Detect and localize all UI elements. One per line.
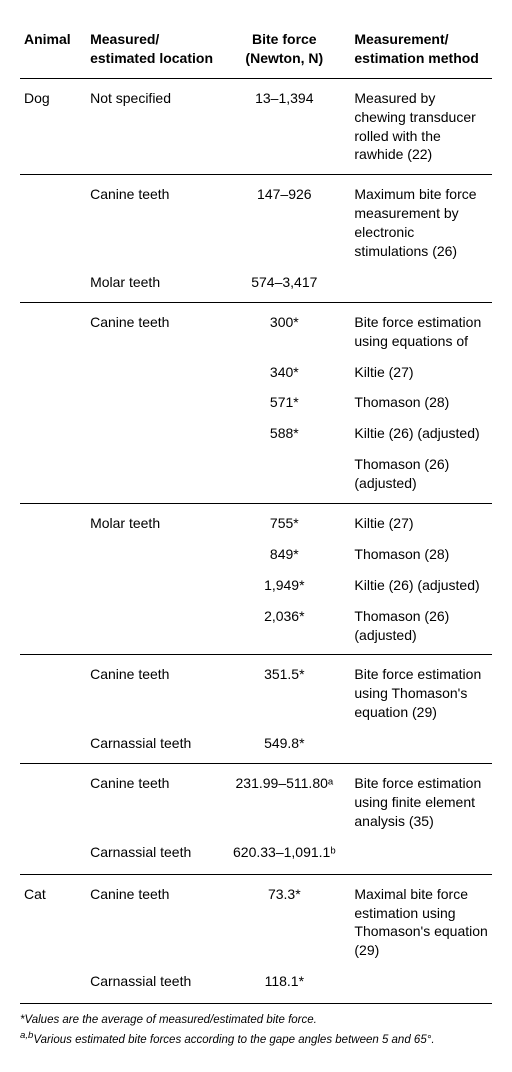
bite-force-table: Animal Measured/ estimated location Bite… xyxy=(20,24,492,1004)
cell-location: Carnassial teeth xyxy=(86,966,218,1003)
table-row: 2,036*Thomason (26) (adjusted) xyxy=(20,601,492,655)
cell-location: Molar teeth xyxy=(86,504,218,539)
cell-animal xyxy=(20,966,86,1003)
cell-method: Thomason (28) xyxy=(350,387,492,418)
cell-force: 571* xyxy=(218,387,350,418)
cell-animal xyxy=(20,418,86,449)
table-row: 571*Thomason (28) xyxy=(20,387,492,418)
cell-animal xyxy=(20,728,86,763)
cell-animal xyxy=(20,302,86,356)
table-row: Canine teeth231.99–511.80ᵃBite force est… xyxy=(20,764,492,837)
table-row: Molar teeth755*Kiltie (27) xyxy=(20,504,492,539)
col-animal: Animal xyxy=(20,24,86,78)
cell-method: Measured by chewing transducer rolled wi… xyxy=(350,78,492,175)
cell-force: 13–1,394 xyxy=(218,78,350,175)
cell-animal: Dog xyxy=(20,78,86,175)
cell-force: 73.3* xyxy=(218,874,350,966)
cell-method: Bite force estimation using Thomason's e… xyxy=(350,655,492,728)
cell-animal xyxy=(20,764,86,837)
cell-location: Canine teeth xyxy=(86,764,218,837)
cell-method xyxy=(350,837,492,874)
cell-force: 147–926 xyxy=(218,175,350,267)
cell-method: Bite force estimation using finite eleme… xyxy=(350,764,492,837)
cell-force: 2,036* xyxy=(218,601,350,655)
cell-force: 340* xyxy=(218,357,350,388)
table-row: Canine teeth300*Bite force estimation us… xyxy=(20,302,492,356)
table-row: 1,949*Kiltie (26) (adjusted) xyxy=(20,570,492,601)
cell-method xyxy=(350,267,492,302)
cell-force: 549.8* xyxy=(218,728,350,763)
cell-force: 118.1* xyxy=(218,966,350,1003)
header-row: Animal Measured/ estimated location Bite… xyxy=(20,24,492,78)
cell-animal xyxy=(20,601,86,655)
table-row: DogNot specified13–1,394Measured by chew… xyxy=(20,78,492,175)
cell-force: 300* xyxy=(218,302,350,356)
table-row: Canine teeth351.5*Bite force estimation … xyxy=(20,655,492,728)
col-location: Measured/ estimated location xyxy=(86,24,218,78)
cell-animal xyxy=(20,504,86,539)
cell-animal xyxy=(20,449,86,503)
cell-location: Molar teeth xyxy=(86,267,218,302)
cell-method: Thomason (26) (adjusted) xyxy=(350,601,492,655)
cell-method: Kiltie (26) (adjusted) xyxy=(350,418,492,449)
cell-location xyxy=(86,539,218,570)
table-row: Carnassial teeth549.8* xyxy=(20,728,492,763)
cell-animal xyxy=(20,655,86,728)
col-force: Bite force (Newton, N) xyxy=(218,24,350,78)
cell-animal xyxy=(20,175,86,267)
cell-location: Canine teeth xyxy=(86,655,218,728)
table-row: Carnassial teeth620.33–1,091.1ᵇ xyxy=(20,837,492,874)
footnotes: *Values are the average of measured/esti… xyxy=(20,1012,492,1048)
cell-method: Bite force estimation using equations of xyxy=(350,302,492,356)
cell-animal xyxy=(20,357,86,388)
cell-method xyxy=(350,966,492,1003)
cell-force: 231.99–511.80ᵃ xyxy=(218,764,350,837)
cell-location: Carnassial teeth xyxy=(86,728,218,763)
cell-method: Thomason (28) xyxy=(350,539,492,570)
cell-animal xyxy=(20,267,86,302)
cell-location: Canine teeth xyxy=(86,874,218,966)
cell-location: Not specified xyxy=(86,78,218,175)
cell-location xyxy=(86,387,218,418)
table-row: 340*Kiltie (27) xyxy=(20,357,492,388)
table-row: Carnassial teeth118.1* xyxy=(20,966,492,1003)
cell-animal: Cat xyxy=(20,874,86,966)
cell-force: 620.33–1,091.1ᵇ xyxy=(218,837,350,874)
cell-force: 849* xyxy=(218,539,350,570)
footnote-b: a,bVarious estimated bite forces accordi… xyxy=(20,1029,492,1049)
col-method: Measurement/ estimation method xyxy=(350,24,492,78)
table-row: CatCanine teeth73.3*Maximal bite force e… xyxy=(20,874,492,966)
cell-location xyxy=(86,570,218,601)
cell-method: Kiltie (27) xyxy=(350,357,492,388)
cell-method: Kiltie (27) xyxy=(350,504,492,539)
cell-force xyxy=(218,449,350,503)
cell-location xyxy=(86,357,218,388)
cell-method xyxy=(350,728,492,763)
table-row: Canine teeth147–926Maximum bite force me… xyxy=(20,175,492,267)
table-row: 849*Thomason (28) xyxy=(20,539,492,570)
cell-location xyxy=(86,449,218,503)
cell-animal xyxy=(20,539,86,570)
footnote-a: *Values are the average of measured/esti… xyxy=(20,1012,492,1029)
cell-animal xyxy=(20,837,86,874)
cell-animal xyxy=(20,570,86,601)
cell-location xyxy=(86,418,218,449)
cell-location: Carnassial teeth xyxy=(86,837,218,874)
cell-location xyxy=(86,601,218,655)
cell-force: 755* xyxy=(218,504,350,539)
table-row: 588*Kiltie (26) (adjusted) xyxy=(20,418,492,449)
cell-method: Maximal bite force estimation using Thom… xyxy=(350,874,492,966)
cell-location: Canine teeth xyxy=(86,302,218,356)
cell-force: 1,949* xyxy=(218,570,350,601)
cell-animal xyxy=(20,387,86,418)
cell-method: Maximum bite force measurement by electr… xyxy=(350,175,492,267)
cell-force: 351.5* xyxy=(218,655,350,728)
cell-location: Canine teeth xyxy=(86,175,218,267)
cell-force: 588* xyxy=(218,418,350,449)
table-row: Molar teeth574–3,417 xyxy=(20,267,492,302)
table-row: Thomason (26) (adjusted) xyxy=(20,449,492,503)
cell-method: Thomason (26) (adjusted) xyxy=(350,449,492,503)
cell-method: Kiltie (26) (adjusted) xyxy=(350,570,492,601)
cell-force: 574–3,417 xyxy=(218,267,350,302)
